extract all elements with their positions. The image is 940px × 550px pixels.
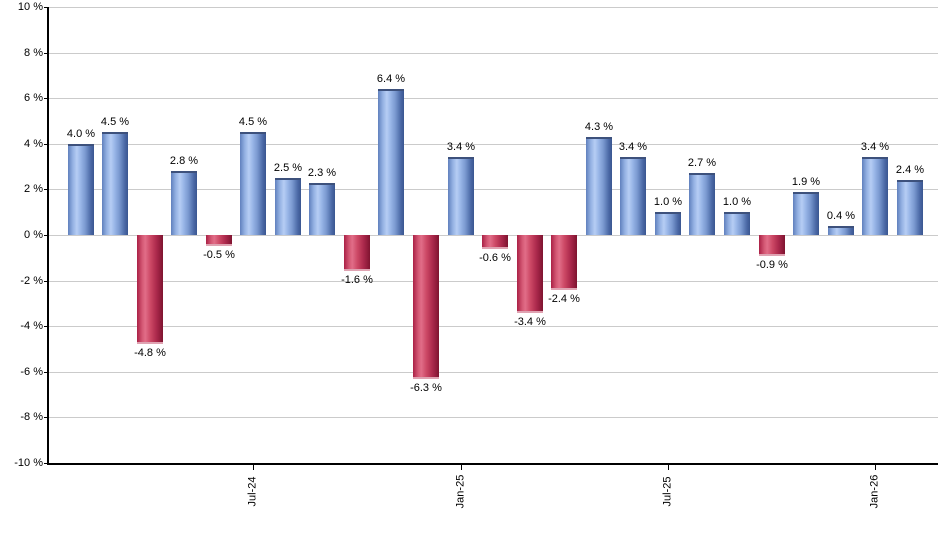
bar-value-label: 3.4 % (446, 141, 476, 153)
positive-return-bar (448, 157, 474, 235)
positive-return-bar (828, 226, 854, 235)
bar-value-label: 3.4 % (860, 141, 890, 153)
negative-return-bar (517, 235, 543, 313)
bar-value-label: 4.0 % (66, 128, 96, 140)
gridline (48, 326, 938, 327)
bar-value-label: 2.8 % (169, 155, 199, 167)
positive-return-bar (309, 183, 335, 235)
y-axis-tick-label: -10 % (14, 457, 43, 469)
bar-value-label: -0.9 % (756, 259, 788, 271)
bar-value-label: 2.5 % (273, 162, 303, 174)
bar-value-label: 2.3 % (307, 167, 337, 179)
x-axis-tick-mark (253, 465, 254, 470)
x-axis-tick-mark (461, 465, 462, 470)
y-axis-tick-label: 4 % (24, 138, 43, 150)
gridline (48, 7, 938, 8)
bar-value-label: 3.4 % (618, 141, 648, 153)
y-axis-tick-mark (44, 53, 48, 54)
gridline (48, 189, 938, 190)
x-axis-tick-label: Jan-26 (868, 474, 881, 509)
y-axis-tick-label: -8 % (20, 411, 43, 423)
positive-return-bar (240, 132, 266, 235)
bar-value-label: 0.4 % (826, 210, 856, 222)
negative-return-bar (137, 235, 163, 344)
bar-value-label: 1.9 % (791, 176, 821, 188)
y-axis-tick-mark (44, 189, 48, 190)
x-axis-tick-label: Jan-25 (454, 474, 467, 509)
x-axis-tick-mark (668, 465, 669, 470)
gridline (48, 417, 938, 418)
y-axis-tick-mark (44, 463, 48, 464)
negative-return-bar (551, 235, 577, 290)
positive-return-bar (862, 157, 888, 235)
positive-return-bar (724, 212, 750, 235)
y-axis-tick-label: 8 % (24, 47, 43, 59)
bar-value-label: 2.7 % (687, 157, 717, 169)
y-axis-tick-label: -6 % (20, 366, 43, 378)
x-axis-tick-label: Jul-24 (246, 476, 259, 507)
positive-return-bar (897, 180, 923, 235)
bar-value-label: 6.4 % (376, 73, 406, 85)
bar-value-label: 1.0 % (722, 196, 752, 208)
y-axis-tick-mark (44, 372, 48, 373)
positive-return-bar (689, 173, 715, 235)
y-axis-tick-label: -2 % (20, 275, 43, 287)
bar-value-label: 1.0 % (653, 196, 683, 208)
gridline (48, 372, 938, 373)
y-axis-tick-mark (44, 98, 48, 99)
positive-return-bar (68, 144, 94, 235)
y-axis-tick-mark (44, 7, 48, 8)
y-axis-tick-mark (44, 417, 48, 418)
positive-return-bar (275, 178, 301, 235)
x-axis-tick-label: Jul-25 (661, 476, 674, 507)
gridline (48, 98, 938, 99)
bar-value-label: -4.8 % (134, 347, 166, 359)
y-axis-tick-mark (44, 281, 48, 282)
bar-value-label: -0.6 % (479, 252, 511, 264)
negative-return-bar (413, 235, 439, 379)
bar-value-label: -3.4 % (514, 316, 546, 328)
y-axis-tick-mark (44, 326, 48, 327)
gridline (48, 281, 938, 282)
bar-value-label: 2.4 % (895, 164, 925, 176)
negative-return-bar (482, 235, 508, 249)
bar-value-label: 4.3 % (584, 121, 614, 133)
positive-return-bar (655, 212, 681, 235)
x-axis-line (47, 463, 938, 465)
positive-return-bar (586, 137, 612, 235)
y-axis-tick-mark (44, 144, 48, 145)
bar-value-label: 4.5 % (238, 116, 268, 128)
gridline (48, 144, 938, 145)
x-axis-tick-mark (875, 465, 876, 470)
y-axis-line (47, 7, 49, 465)
positive-return-bar (378, 89, 404, 235)
negative-return-bar (206, 235, 232, 246)
positive-return-bar (793, 192, 819, 235)
y-axis-tick-label: 6 % (24, 92, 43, 104)
positive-return-bar (620, 157, 646, 235)
positive-return-bar (171, 171, 197, 235)
bar-value-label: -2.4 % (548, 293, 580, 305)
bar-value-label: -0.5 % (203, 249, 235, 261)
negative-return-bar (759, 235, 785, 256)
y-axis-tick-label: 10 % (17, 1, 43, 13)
bar-value-label: 4.5 % (100, 116, 130, 128)
y-axis-tick-label: 2 % (24, 183, 43, 195)
bar-value-label: -6.3 % (410, 382, 442, 394)
bar-value-label: -1.6 % (341, 274, 373, 286)
negative-return-bar (344, 235, 370, 271)
y-axis-tick-mark (44, 235, 48, 236)
gridline (48, 53, 938, 54)
y-axis-tick-label: 0 % (24, 229, 43, 241)
positive-return-bar (102, 132, 128, 235)
y-axis-tick-label: -4 % (20, 320, 43, 332)
